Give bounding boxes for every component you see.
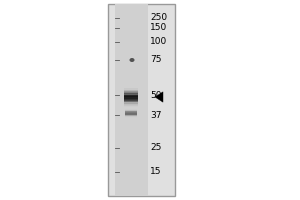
Bar (125, 114, 137, 115)
Bar (124, 95, 138, 96)
Bar (125, 115, 137, 117)
Bar (125, 108, 137, 110)
Bar (124, 88, 138, 89)
Bar (124, 103, 138, 104)
Bar (125, 116, 137, 118)
Bar (124, 104, 138, 106)
Bar (108, 4, 175, 196)
Bar (124, 98, 138, 99)
Bar (124, 95, 138, 96)
Bar (125, 111, 137, 113)
Bar (124, 102, 138, 103)
Bar (125, 114, 137, 116)
Bar (125, 112, 137, 113)
Bar (124, 92, 138, 93)
Bar (124, 93, 138, 94)
Bar (124, 99, 138, 100)
Bar (115, 4, 148, 196)
Bar (124, 99, 138, 101)
Bar (124, 91, 138, 92)
Bar (124, 97, 138, 98)
Bar (125, 111, 137, 112)
Bar (125, 113, 137, 115)
Bar (124, 105, 138, 106)
Bar (124, 100, 138, 101)
Text: 25: 25 (150, 144, 161, 152)
Bar (125, 115, 137, 116)
Bar (125, 109, 137, 111)
Bar (124, 103, 138, 104)
Bar (125, 116, 137, 117)
Bar (124, 96, 138, 97)
Bar (124, 88, 138, 89)
Bar (124, 90, 138, 91)
Text: 15: 15 (150, 168, 161, 176)
Text: 37: 37 (150, 110, 161, 119)
Bar (125, 110, 137, 111)
Text: 100: 100 (150, 38, 167, 46)
Bar (124, 101, 138, 102)
Polygon shape (155, 92, 163, 102)
Bar (124, 94, 138, 95)
Bar (124, 98, 138, 99)
Bar (124, 106, 138, 107)
Bar (124, 104, 138, 105)
Bar (124, 90, 138, 91)
Bar (124, 89, 138, 90)
Text: 150: 150 (150, 23, 167, 32)
Ellipse shape (130, 58, 134, 62)
Bar (125, 110, 137, 112)
Text: 250: 250 (150, 14, 167, 22)
Bar (125, 112, 137, 114)
Bar (124, 91, 138, 93)
Text: 50: 50 (150, 90, 161, 99)
Bar (124, 96, 138, 97)
Bar (124, 93, 138, 94)
Text: 75: 75 (150, 55, 161, 64)
Bar (124, 101, 138, 102)
